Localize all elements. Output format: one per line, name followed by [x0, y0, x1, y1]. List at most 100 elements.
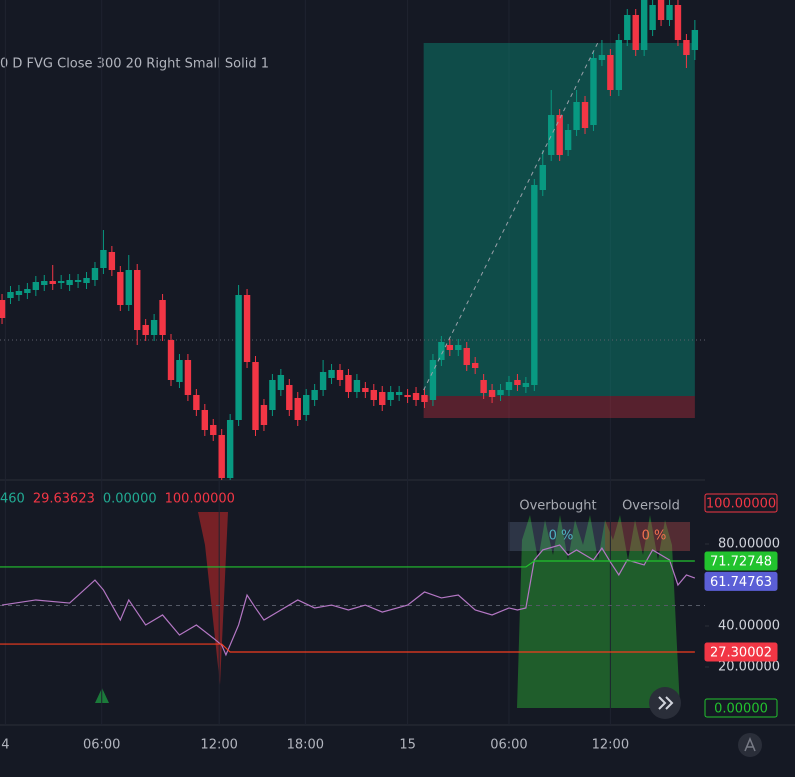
candle-body — [404, 395, 411, 397]
stop-zone — [423, 396, 695, 418]
x-tick-label: 12:00 — [200, 738, 237, 753]
candle-body — [412, 393, 420, 400]
candle-body — [624, 15, 631, 40]
auto-scale-button[interactable] — [738, 733, 762, 757]
x-tick-label: 06:00 — [83, 738, 120, 753]
candle-body — [41, 281, 48, 285]
price-badge-label: 100.00000 — [706, 497, 776, 512]
candle-body — [328, 370, 335, 378]
zone-label: Oversold — [622, 499, 680, 514]
x-tick-label: 18:00 — [287, 738, 324, 753]
candle-body — [319, 372, 327, 390]
candle-body — [497, 390, 504, 395]
candle-body — [370, 390, 377, 400]
candle-body — [548, 115, 555, 155]
price-badge-label: 61.74763 — [710, 575, 772, 590]
candle-body — [150, 320, 158, 335]
candle-body — [446, 345, 454, 350]
scroll-icon — [658, 696, 674, 710]
candle-body — [353, 380, 361, 392]
legend-value: 460 — [0, 492, 25, 507]
trade-path — [423, 42, 599, 391]
candle-body — [336, 370, 344, 380]
candle-body — [243, 295, 251, 362]
candle-body — [455, 345, 462, 350]
x-tick-label: 4 — [1, 738, 9, 753]
candle-body — [0, 300, 6, 318]
x-tick-label: 06:00 — [490, 738, 527, 753]
candle-body — [184, 360, 192, 395]
candle-body — [480, 380, 487, 393]
candle-body — [117, 272, 124, 305]
price-badge — [704, 551, 778, 571]
x-tick-label: 12:00 — [592, 738, 629, 753]
candle-body — [471, 363, 479, 368]
oversold-box — [605, 522, 690, 551]
candle-body — [379, 392, 386, 405]
candle-body — [91, 268, 99, 280]
candle-body — [100, 250, 107, 268]
candle-body — [488, 390, 496, 397]
candle-body — [590, 58, 597, 125]
candle-body — [607, 55, 614, 90]
candle-body — [666, 5, 673, 20]
price-badge — [704, 493, 778, 513]
candle-body — [657, 0, 665, 20]
candle-body — [142, 325, 149, 335]
candle-body — [159, 300, 166, 335]
price-badge-label: 0.00000 — [714, 702, 768, 717]
indicator-line — [0, 560, 695, 568]
candle-body — [49, 281, 56, 284]
candle-body — [691, 30, 699, 50]
candle-body — [74, 280, 82, 282]
candle-body — [57, 281, 65, 283]
price-badge-label: 27.30002 — [710, 646, 772, 661]
candle-body — [294, 398, 301, 420]
candle-body — [522, 383, 530, 387]
candle-body — [311, 390, 318, 400]
candle-body — [632, 15, 639, 50]
candle-body — [429, 360, 437, 400]
target-zone — [423, 43, 695, 396]
price-badge-label: 71.72748 — [710, 554, 772, 569]
candle-body — [260, 405, 268, 425]
candle-body — [83, 278, 90, 283]
auto-scale-icon — [744, 737, 756, 752]
candle-body — [226, 420, 234, 478]
candle-body — [395, 392, 403, 395]
candle-body — [286, 385, 293, 410]
candle-body — [108, 252, 116, 270]
candle-body — [581, 102, 589, 128]
plot-layer: 4 06:00 12:00 18:00 15 06:00 12:00 80.00000 40.0… — [0, 0, 780, 753]
candle-body — [210, 425, 217, 435]
candle-body — [438, 342, 445, 360]
candle-body — [463, 348, 470, 365]
y-tick-label: 40.00000 — [718, 619, 780, 634]
candle-body — [218, 435, 225, 478]
oversold-spike — [198, 512, 228, 685]
candle-body — [66, 280, 73, 285]
candle-body — [24, 289, 31, 293]
candle-body — [201, 410, 209, 430]
candle-body — [134, 270, 141, 330]
candle-body — [167, 340, 175, 380]
candle-body — [235, 295, 242, 420]
candle-body — [193, 395, 200, 410]
candle-body — [421, 395, 428, 402]
candle-body — [505, 382, 513, 390]
candle-body — [649, 5, 656, 30]
indicator-caption: 0 D FVG Close 300 20 Right Small Solid 1 — [0, 57, 269, 72]
candle-body — [176, 360, 183, 382]
legend-value: 29.63623 — [33, 492, 95, 507]
indicator-line — [1, 544, 696, 657]
zone-value: 0 % — [549, 529, 574, 544]
candle-body — [15, 291, 23, 295]
candle-body — [674, 5, 682, 40]
candle-body — [32, 282, 40, 290]
legend-value: 0.00000 — [103, 492, 157, 507]
candle-body — [345, 375, 352, 392]
y-tick-label: 20.00000 — [718, 660, 780, 675]
candle-body — [387, 392, 394, 400]
candle-body — [7, 292, 14, 298]
y-tick-label: 80.00000 — [718, 537, 780, 552]
